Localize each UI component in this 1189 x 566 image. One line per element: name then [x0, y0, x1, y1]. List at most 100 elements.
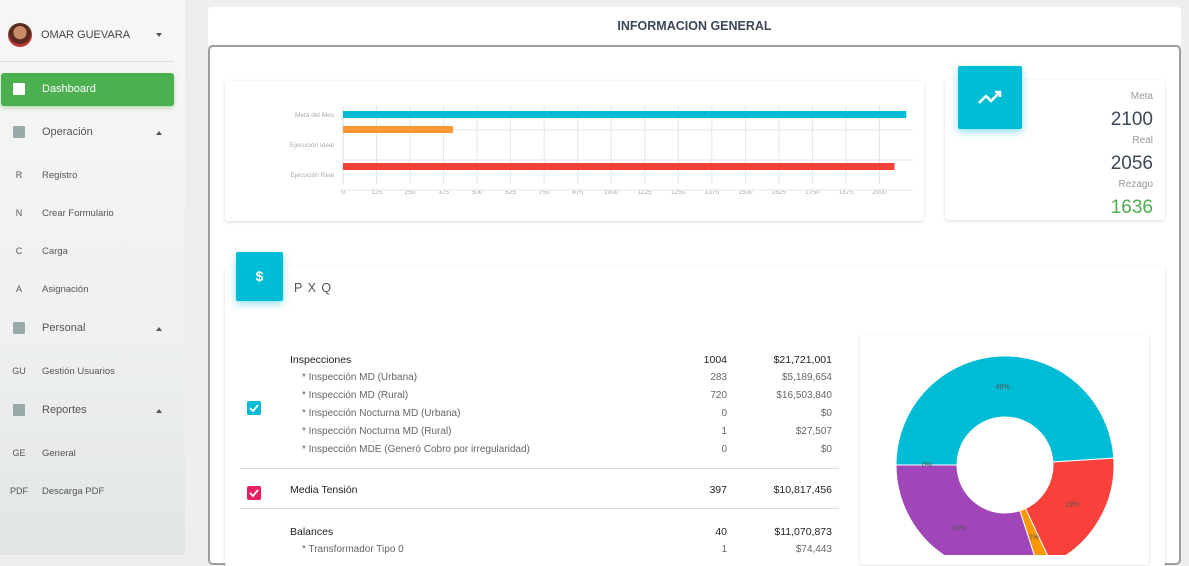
bar-card — [225, 81, 924, 221]
stat-value: 2100 — [1110, 109, 1153, 130]
x-tick-label: 125 — [371, 189, 382, 196]
submenu-abbr: PDF — [10, 486, 28, 496]
row-amount: $11,070,873 — [774, 526, 832, 538]
trend-icon — [978, 90, 1002, 104]
row-count: 1004 — [703, 354, 727, 366]
y-category-label: Ejecución Real — [291, 172, 335, 179]
x-tick-label: 2000 — [872, 189, 887, 196]
subrow-amount: $16,503,840 — [776, 390, 832, 401]
bar — [343, 163, 895, 170]
x-tick-label: 1000 — [604, 189, 619, 196]
submenu-item[interactable]: Descarga PDF — [42, 486, 105, 497]
user-caret — [156, 33, 162, 37]
menu-item[interactable]: Personal — [42, 322, 86, 334]
x-tick-label: 1875 — [839, 189, 854, 196]
x-tick-label: 500 — [472, 189, 483, 196]
checkbox[interactable] — [247, 401, 261, 415]
donut-chart: 49% 19% 2% 30% 0% — [895, 355, 1115, 555]
x-tick-label: 1500 — [738, 189, 753, 196]
slice-label: 19% — [1065, 502, 1079, 509]
submenu-abbr: C — [15, 246, 23, 256]
pxq-title: P X Q — [294, 281, 333, 295]
subrow-count: 1 — [721, 426, 727, 437]
menu-item[interactable]: Reportes — [42, 404, 87, 416]
trend-line — [978, 91, 1001, 104]
subrow-count: 1 — [721, 544, 727, 555]
menu-caret — [156, 327, 162, 331]
subrow-label: * Transformador Tipo 0 — [302, 544, 404, 555]
x-tick-label: 1625 — [772, 189, 787, 196]
submenu-item[interactable]: Asignación — [42, 284, 89, 295]
stats-icon — [958, 66, 1022, 129]
row-amount: $21,721,001 — [773, 354, 832, 366]
menu-active — [1, 73, 174, 106]
submenu-abbr: N — [15, 208, 23, 218]
slice-label: 30% — [952, 525, 966, 532]
slice-label: 49% — [996, 384, 1010, 391]
stat-label: Rezago — [1118, 179, 1153, 190]
slice-label: 0% — [922, 462, 932, 469]
subrow-count: 720 — [710, 390, 727, 401]
row-divider — [240, 468, 839, 469]
checkmark-path — [249, 404, 259, 413]
subrow-label: * Inspección MD (Rural) — [302, 390, 409, 401]
checkmark-path — [249, 489, 259, 498]
stat-label: Meta — [1130, 91, 1153, 102]
donut-slice — [895, 464, 1035, 555]
submenu-item[interactable]: Crear Formulario — [42, 208, 114, 219]
x-tick-label: 625 — [505, 189, 516, 196]
submenu-item[interactable]: Carga — [42, 246, 68, 257]
donut-slice — [1024, 457, 1115, 555]
menu-item[interactable]: Operación — [42, 126, 93, 138]
row-divider — [240, 508, 839, 509]
bar — [343, 126, 453, 133]
subrow-amount: $27,507 — [795, 426, 832, 437]
menu-icon — [13, 83, 25, 95]
x-tick-label: 375 — [438, 189, 449, 196]
x-tick-label: 1250 — [671, 189, 686, 196]
x-tick-label: 1125 — [638, 189, 652, 196]
x-tick-label: 875 — [572, 189, 583, 196]
subrow-count: 283 — [710, 372, 727, 383]
menu-caret — [156, 409, 162, 413]
x-tick-label: 0 — [341, 189, 345, 196]
stat-label: Real — [1132, 135, 1153, 146]
subrow-count: 0 — [721, 408, 727, 419]
bar-chart: 0 125 250 375 500 625 750 875 1000 1125 1250 1375 15… — [290, 106, 913, 196]
row-label: Inspecciones — [290, 354, 352, 366]
menu-icon — [13, 404, 25, 416]
subrow-label: * Inspección MD (Urbana) — [302, 372, 418, 383]
subrow-amount: $74,443 — [795, 544, 832, 555]
submenu-item[interactable]: Gestión Usuarios — [42, 366, 115, 377]
bar — [343, 111, 907, 118]
submenu-item[interactable]: Registro — [42, 170, 78, 181]
menu-item[interactable]: Dashboard — [42, 83, 96, 95]
x-tick-label: 1750 — [805, 189, 820, 196]
stat-value: 1636 — [1110, 197, 1153, 218]
x-tick-label: 750 — [539, 189, 550, 196]
sidebar: OMAR GUEVARA Dashboard Operación R Registro N… — [0, 0, 185, 555]
submenu-abbr: A — [15, 284, 22, 294]
row-amount: $10,817,456 — [773, 484, 832, 496]
user-name[interactable]: OMAR GUEVARA — [41, 29, 131, 41]
subrow-amount: $0 — [820, 408, 832, 419]
header-title: INFORMACION GENERAL — [617, 19, 772, 33]
row-label: Media Tensión — [290, 484, 358, 496]
submenu-item[interactable]: General — [42, 448, 76, 459]
menu-icon — [13, 322, 25, 334]
slice-label: 2% — [1029, 535, 1039, 542]
row-count: 397 — [709, 484, 727, 496]
subrow-label: * Inspección Nocturna MD (Rural) — [302, 426, 452, 437]
checkbox[interactable] — [247, 486, 261, 500]
submenu-abbr: GE — [12, 448, 26, 458]
subrow-label: * Inspección Nocturna MD (Urbana) — [302, 408, 461, 419]
divider — [0, 61, 174, 62]
stat-value: 2056 — [1110, 153, 1153, 174]
menu-caret — [156, 131, 162, 135]
x-tick-label: 250 — [405, 189, 416, 196]
y-category-label: Meta del Mes — [295, 112, 335, 119]
header-card — [208, 7, 1181, 45]
checkmark — [249, 404, 259, 413]
subrow-count: 0 — [721, 444, 727, 455]
subrow-amount: $0 — [820, 444, 832, 455]
